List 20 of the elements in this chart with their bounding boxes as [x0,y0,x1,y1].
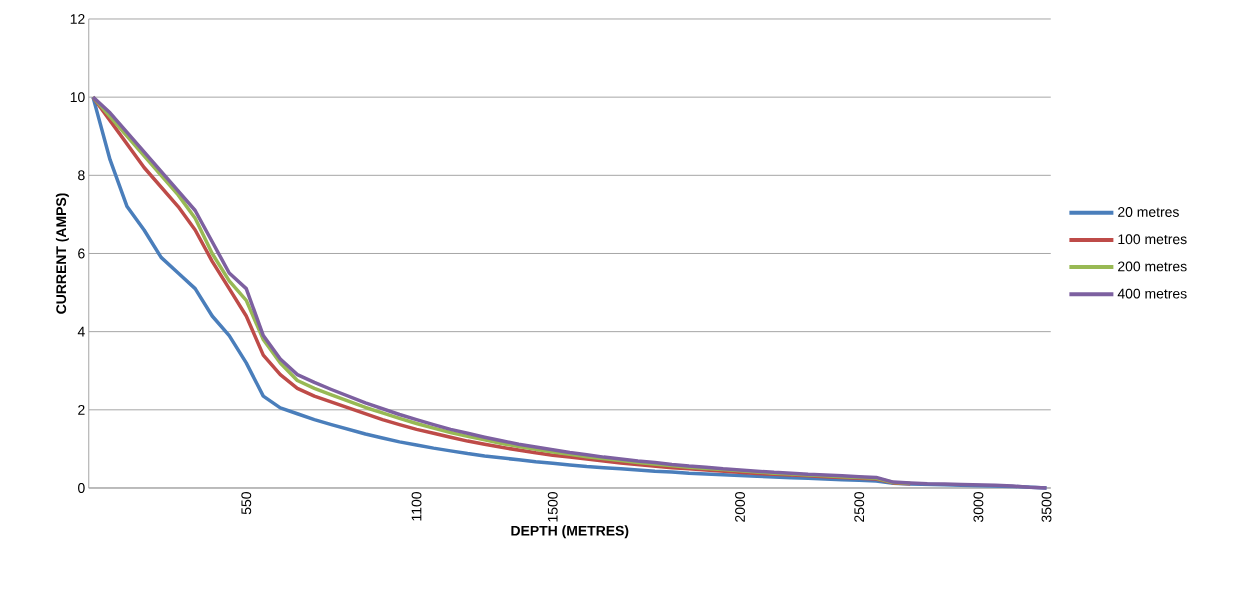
x-tick-label: 2500 [854,492,865,522]
y-tick-label: 12 [70,14,85,24]
legend-label: 400 metres [1117,288,1187,299]
y-tick-label: 4 [77,326,85,337]
y-tick-label: 10 [70,92,85,103]
legend-label: 100 metres [1118,234,1187,245]
y-axis-title: CURRENT (AMPS) [55,193,69,314]
y-tick-label: 6 [78,248,85,259]
legend-label: 200 metres [1118,261,1187,272]
x-tick-label: 3500 [1041,492,1052,522]
x-tick-label: 550 [241,492,252,515]
x-tick-label: 3000 [973,492,984,522]
x-tick-label: 1500 [547,492,558,522]
x-axis-title: DEPTH (METRES) [511,525,629,539]
x-tick-label: 2000 [735,492,745,522]
x-tick-label: 1100 [411,492,422,521]
y-tick-label: 8 [78,170,85,181]
legend-label: 20 metres [1118,207,1179,217]
y-tick-label: 0 [78,483,85,493]
y-tick-label: 2 [78,404,85,415]
